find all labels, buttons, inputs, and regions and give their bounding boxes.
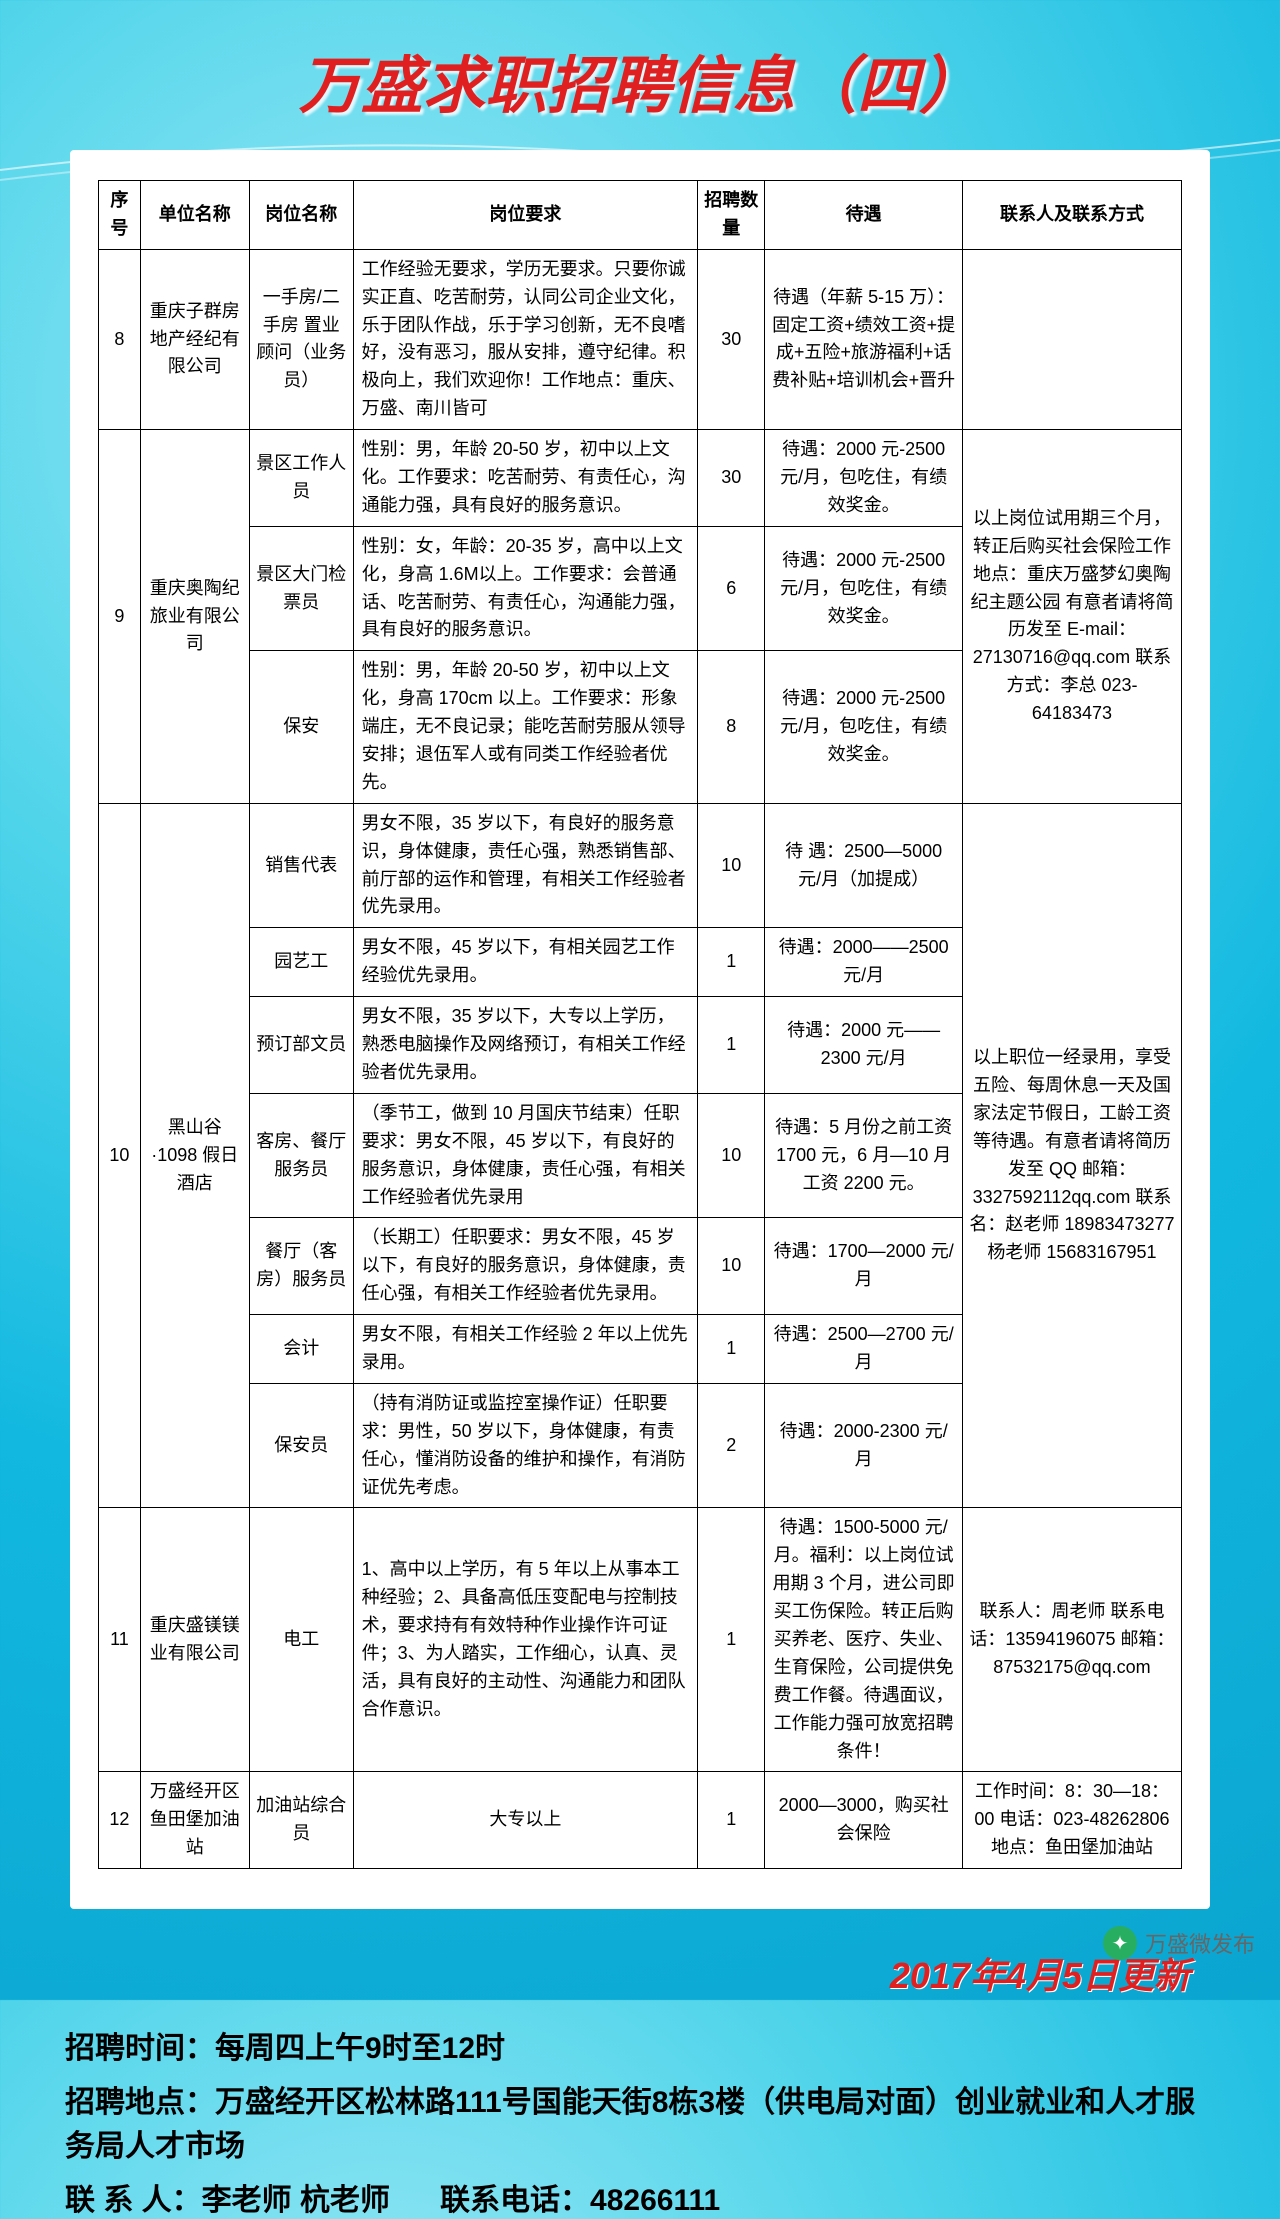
cell-pay: 2000—3000，购买社会保险	[765, 1772, 963, 1869]
footer-time-value: 每周四上午9时至12时	[215, 2032, 505, 2065]
cell-pay: 待遇：2000-2300 元/月	[765, 1383, 963, 1508]
cell-pay: 待遇：2000——2500 元/月	[765, 928, 963, 997]
cell-position: 会计	[249, 1315, 353, 1384]
cell-pay: 待遇（年薪 5-15 万）：固定工资+绩效工资+提成+五险+旅游福利+话费补贴+…	[765, 249, 963, 429]
page-title: 万盛求职招聘信息（四）	[0, 0, 1280, 135]
cell-position: 餐厅（客房）服务员	[249, 1218, 353, 1315]
footer-contact-value: 李老师 杭老师	[202, 2184, 390, 2217]
cell-contact	[962, 249, 1181, 429]
cell-req: 工作经验无要求，学历无要求。只要你诚实正直、吃苦耐劳，认同公司企业文化，乐于团队…	[353, 249, 697, 429]
cell-req: （季节工，做到 10 月国庆节结束）任职要求：男女不限，45 岁以下，有良好的服…	[353, 1093, 697, 1218]
footer-address: 招聘地点：万盛经开区松林路111号国能天街8栋3楼（供电局对面）创业就业和人才服…	[65, 2077, 1225, 2165]
cell-company: 黑山谷·1098 假日酒店	[140, 803, 249, 1508]
cell-position: 销售代表	[249, 803, 353, 928]
source-badge: ✦ 万盛微发布	[1103, 1926, 1255, 1960]
cell-pay: 待遇：2500—2700 元/月	[765, 1315, 963, 1384]
cell-pay: 待遇：2000 元-2500 元/月，包吃住，有绩效奖金。	[765, 430, 963, 527]
cell-position: 客房、餐厅服务员	[249, 1093, 353, 1218]
cell-num: 30	[698, 249, 765, 429]
table-row: 12 万盛经开区鱼田堡加油站 加油站综合员 大专以上 1 2000—3000，购…	[99, 1772, 1182, 1869]
cell-num: 10	[698, 803, 765, 928]
cell-pay: 待遇：2000 元-2500 元/月，包吃住，有绩效奖金。	[765, 651, 963, 803]
cell-pay: 待遇：1700—2000 元/月	[765, 1218, 963, 1315]
cell-position: 保安	[249, 651, 353, 803]
th-seq: 序号	[99, 181, 141, 250]
cell-pay: 待遇：1500-5000 元/月。福利：以上岗位试用期 3 个月，进公司即买工伤…	[765, 1508, 963, 1772]
cell-contact: 以上职位一经录用，享受五险、每周休息一天及国家法定节假日，工龄工资等待遇。有意者…	[962, 803, 1181, 1508]
footer-phone-label: 联系电话：	[440, 2184, 590, 2217]
table-header-row: 序号 单位名称 岗位名称 岗位要求 招聘数量 待遇 联系人及联系方式	[99, 181, 1182, 250]
jobs-table: 序号 单位名称 岗位名称 岗位要求 招聘数量 待遇 联系人及联系方式 8 重庆子…	[98, 180, 1182, 1869]
cell-seq: 10	[99, 803, 141, 1508]
cell-seq: 12	[99, 1772, 141, 1869]
cell-position: 保安员	[249, 1383, 353, 1508]
table-row: 9 重庆奥陶纪旅业有限公司 景区工作人员 性别：男，年龄 20-50 岁，初中以…	[99, 430, 1182, 527]
cell-req: （持有消防证或监控室操作证）任职要求：男性，50 岁以下，身体健康，有责任心，懂…	[353, 1383, 697, 1508]
footer-time: 招聘时间：每周四上午9时至12时	[65, 2023, 1225, 2067]
cell-position: 景区大门检票员	[249, 526, 353, 651]
cell-req: 男女不限，35 岁以下，有良好的服务意识，身体健康，责任心强，熟悉销售部、前厅部…	[353, 803, 697, 928]
cell-position: 一手房/二手房 置业顾问（业务员）	[249, 249, 353, 429]
table-row: 8 重庆子群房地产经纪有限公司 一手房/二手房 置业顾问（业务员） 工作经验无要…	[99, 249, 1182, 429]
cell-seq: 11	[99, 1508, 141, 1772]
table-row: 10 黑山谷·1098 假日酒店 销售代表 男女不限，35 岁以下，有良好的服务…	[99, 803, 1182, 928]
cell-position: 加油站综合员	[249, 1772, 353, 1869]
th-position: 岗位名称	[249, 181, 353, 250]
cell-pay: 待 遇：2500—5000 元/月（加提成）	[765, 803, 963, 928]
cell-num: 6	[698, 526, 765, 651]
footer-time-label: 招聘时间：	[65, 2032, 215, 2065]
cell-num: 1	[698, 928, 765, 997]
th-contact: 联系人及联系方式	[962, 181, 1181, 250]
cell-company: 万盛经开区鱼田堡加油站	[140, 1772, 249, 1869]
cell-req: 性别：男，年龄 20-50 岁，初中以上文化，身高 170cm 以上。工作要求：…	[353, 651, 697, 803]
footer-info: 招聘时间：每周四上午9时至12时 招聘地点：万盛经开区松林路111号国能天街8栋…	[0, 2007, 1280, 2219]
cell-contact: 工作时间：8：30—18：00 电话：023-48262806 地点：鱼田堡加油…	[962, 1772, 1181, 1869]
cell-req: （长期工）任职要求：男女不限，45 岁以下，有良好的服务意识，身体健康，责任心强…	[353, 1218, 697, 1315]
th-pay: 待遇	[765, 181, 963, 250]
th-requirement: 岗位要求	[353, 181, 697, 250]
footer-phone-value: 48266111	[590, 2184, 720, 2217]
table-row: 11 重庆盛镁镁业有限公司 电工 1、高中以上学历，有 5 年以上从事本工种经验…	[99, 1508, 1182, 1772]
footer-contact: 联 系 人：李老师 杭老师 联系电话：48266111	[65, 2175, 1225, 2219]
th-company: 单位名称	[140, 181, 249, 250]
cell-contact: 联系人：周老师 联系电话：13594196075 邮箱：87532175@qq.…	[962, 1508, 1181, 1772]
footer-contact-label: 联 系 人：	[65, 2184, 202, 2217]
cell-req: 1、高中以上学历，有 5 年以上从事本工种经验；2、具备高低压变配电与控制技术，…	[353, 1508, 697, 1772]
cell-num: 30	[698, 430, 765, 527]
cell-company: 重庆子群房地产经纪有限公司	[140, 249, 249, 429]
cell-contact: 以上岗位试用期三个月，转正后购买社会保险工作地点：重庆万盛梦幻奥陶纪主题公园 有…	[962, 430, 1181, 804]
cell-num: 2	[698, 1383, 765, 1508]
cell-req: 性别：男，年龄 20-50 岁，初中以上文化。工作要求：吃苦耐劳、有责任心，沟通…	[353, 430, 697, 527]
cell-position: 园艺工	[249, 928, 353, 997]
cell-position: 电工	[249, 1508, 353, 1772]
content-sheet: 序号 单位名称 岗位名称 岗位要求 招聘数量 待遇 联系人及联系方式 8 重庆子…	[70, 150, 1210, 1909]
cell-num: 10	[698, 1093, 765, 1218]
cell-pay: 待遇：2000 元-2500 元/月，包吃住，有绩效奖金。	[765, 526, 963, 651]
cell-company: 重庆盛镁镁业有限公司	[140, 1508, 249, 1772]
cell-num: 8	[698, 651, 765, 803]
update-date: 2017年4月5日更新	[0, 1929, 1280, 2007]
cell-req: 男女不限，有相关工作经验 2 年以上优先录用。	[353, 1315, 697, 1384]
cell-position: 景区工作人员	[249, 430, 353, 527]
cell-position: 预订部文员	[249, 997, 353, 1094]
footer-address-value: 万盛经开区松林路111号国能天街8栋3楼（供电局对面）创业就业和人才服务局人才市…	[65, 2086, 1195, 2163]
source-text: 万盛微发布	[1145, 1927, 1255, 1959]
cell-pay: 待遇：5 月份之前工资 1700 元，6 月—10 月工资 2200 元。	[765, 1093, 963, 1218]
th-number: 招聘数量	[698, 181, 765, 250]
footer-address-label: 招聘地点：	[65, 2086, 215, 2119]
cell-seq: 8	[99, 249, 141, 429]
cell-req: 男女不限，45 岁以下，有相关园艺工作经验优先录用。	[353, 928, 697, 997]
cell-num: 10	[698, 1218, 765, 1315]
cell-num: 1	[698, 1508, 765, 1772]
wechat-icon: ✦	[1103, 1926, 1137, 1960]
cell-num: 1	[698, 1315, 765, 1384]
cell-pay: 待遇：2000 元——2300 元/月	[765, 997, 963, 1094]
cell-req: 性别：女，年龄：20-35 岁，高中以上文化，身高 1.6M以上。工作要求：会普…	[353, 526, 697, 651]
cell-req: 大专以上	[353, 1772, 697, 1869]
cell-req: 男女不限，35 岁以下，大专以上学历，熟悉电脑操作及网络预订，有相关工作经验者优…	[353, 997, 697, 1094]
cell-num: 1	[698, 997, 765, 1094]
cell-seq: 9	[99, 430, 141, 804]
cell-company: 重庆奥陶纪旅业有限公司	[140, 430, 249, 804]
cell-num: 1	[698, 1772, 765, 1869]
